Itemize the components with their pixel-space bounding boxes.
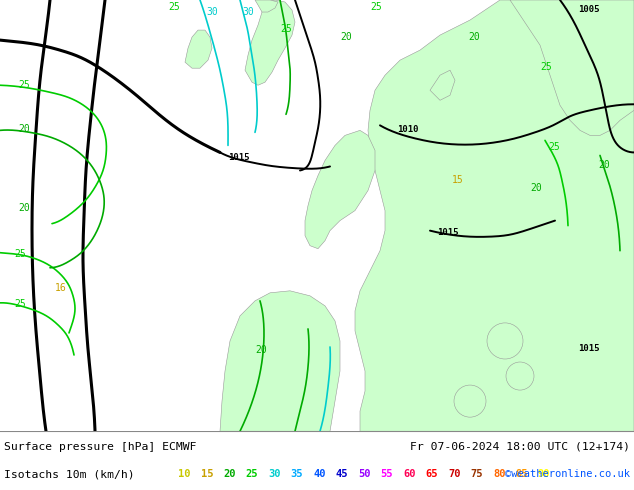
Text: Fr 07-06-2024 18:00 UTC (12+174): Fr 07-06-2024 18:00 UTC (12+174) — [410, 442, 630, 452]
Text: Isotachs 10m (km/h): Isotachs 10m (km/h) — [4, 469, 134, 479]
Polygon shape — [430, 70, 455, 100]
Text: 20: 20 — [255, 345, 267, 355]
Text: 35: 35 — [290, 469, 303, 479]
Polygon shape — [355, 0, 634, 431]
Text: 85: 85 — [515, 469, 528, 479]
Text: 1015: 1015 — [437, 228, 458, 237]
Text: 1010: 1010 — [397, 125, 418, 134]
Text: 15: 15 — [452, 174, 463, 185]
Text: 65: 65 — [425, 469, 438, 479]
Circle shape — [487, 323, 523, 359]
Text: 20: 20 — [18, 202, 30, 213]
Text: 30: 30 — [268, 469, 280, 479]
Text: 20: 20 — [530, 183, 541, 193]
Text: ©weatheronline.co.uk: ©weatheronline.co.uk — [505, 469, 630, 479]
Text: 80: 80 — [493, 469, 505, 479]
Text: Surface pressure [hPa] ECMWF: Surface pressure [hPa] ECMWF — [4, 442, 197, 452]
Text: 60: 60 — [403, 469, 415, 479]
Text: 25: 25 — [14, 249, 26, 259]
Text: 70: 70 — [448, 469, 460, 479]
Text: 25: 25 — [280, 24, 292, 34]
Text: 50: 50 — [358, 469, 370, 479]
Text: 16: 16 — [55, 283, 67, 293]
Text: 20: 20 — [340, 32, 352, 42]
Polygon shape — [510, 0, 634, 135]
Polygon shape — [220, 291, 340, 431]
Text: 15: 15 — [200, 469, 213, 479]
Text: 20: 20 — [18, 124, 30, 134]
Text: 45: 45 — [335, 469, 348, 479]
Text: 25: 25 — [168, 2, 180, 12]
Text: 25: 25 — [18, 80, 30, 90]
Text: 30: 30 — [206, 7, 217, 17]
Polygon shape — [185, 30, 212, 68]
Polygon shape — [245, 0, 295, 85]
Text: 1015: 1015 — [228, 153, 250, 163]
Polygon shape — [305, 130, 375, 249]
Text: 1005: 1005 — [578, 5, 600, 14]
Text: 75: 75 — [470, 469, 483, 479]
Text: 25: 25 — [370, 2, 382, 12]
Text: 25: 25 — [540, 62, 552, 72]
Text: 25: 25 — [14, 299, 26, 309]
Text: 25: 25 — [245, 469, 258, 479]
Circle shape — [506, 362, 534, 390]
Circle shape — [454, 385, 486, 417]
Text: 20: 20 — [468, 32, 480, 42]
Text: 10: 10 — [178, 469, 190, 479]
Text: 30: 30 — [242, 7, 254, 17]
Text: 1015: 1015 — [578, 344, 600, 353]
Text: 55: 55 — [380, 469, 393, 479]
Text: 40: 40 — [313, 469, 325, 479]
Text: 25: 25 — [548, 143, 560, 152]
Text: 20: 20 — [598, 160, 610, 171]
Text: 20: 20 — [223, 469, 235, 479]
Polygon shape — [255, 0, 278, 12]
Text: 90: 90 — [538, 469, 550, 479]
